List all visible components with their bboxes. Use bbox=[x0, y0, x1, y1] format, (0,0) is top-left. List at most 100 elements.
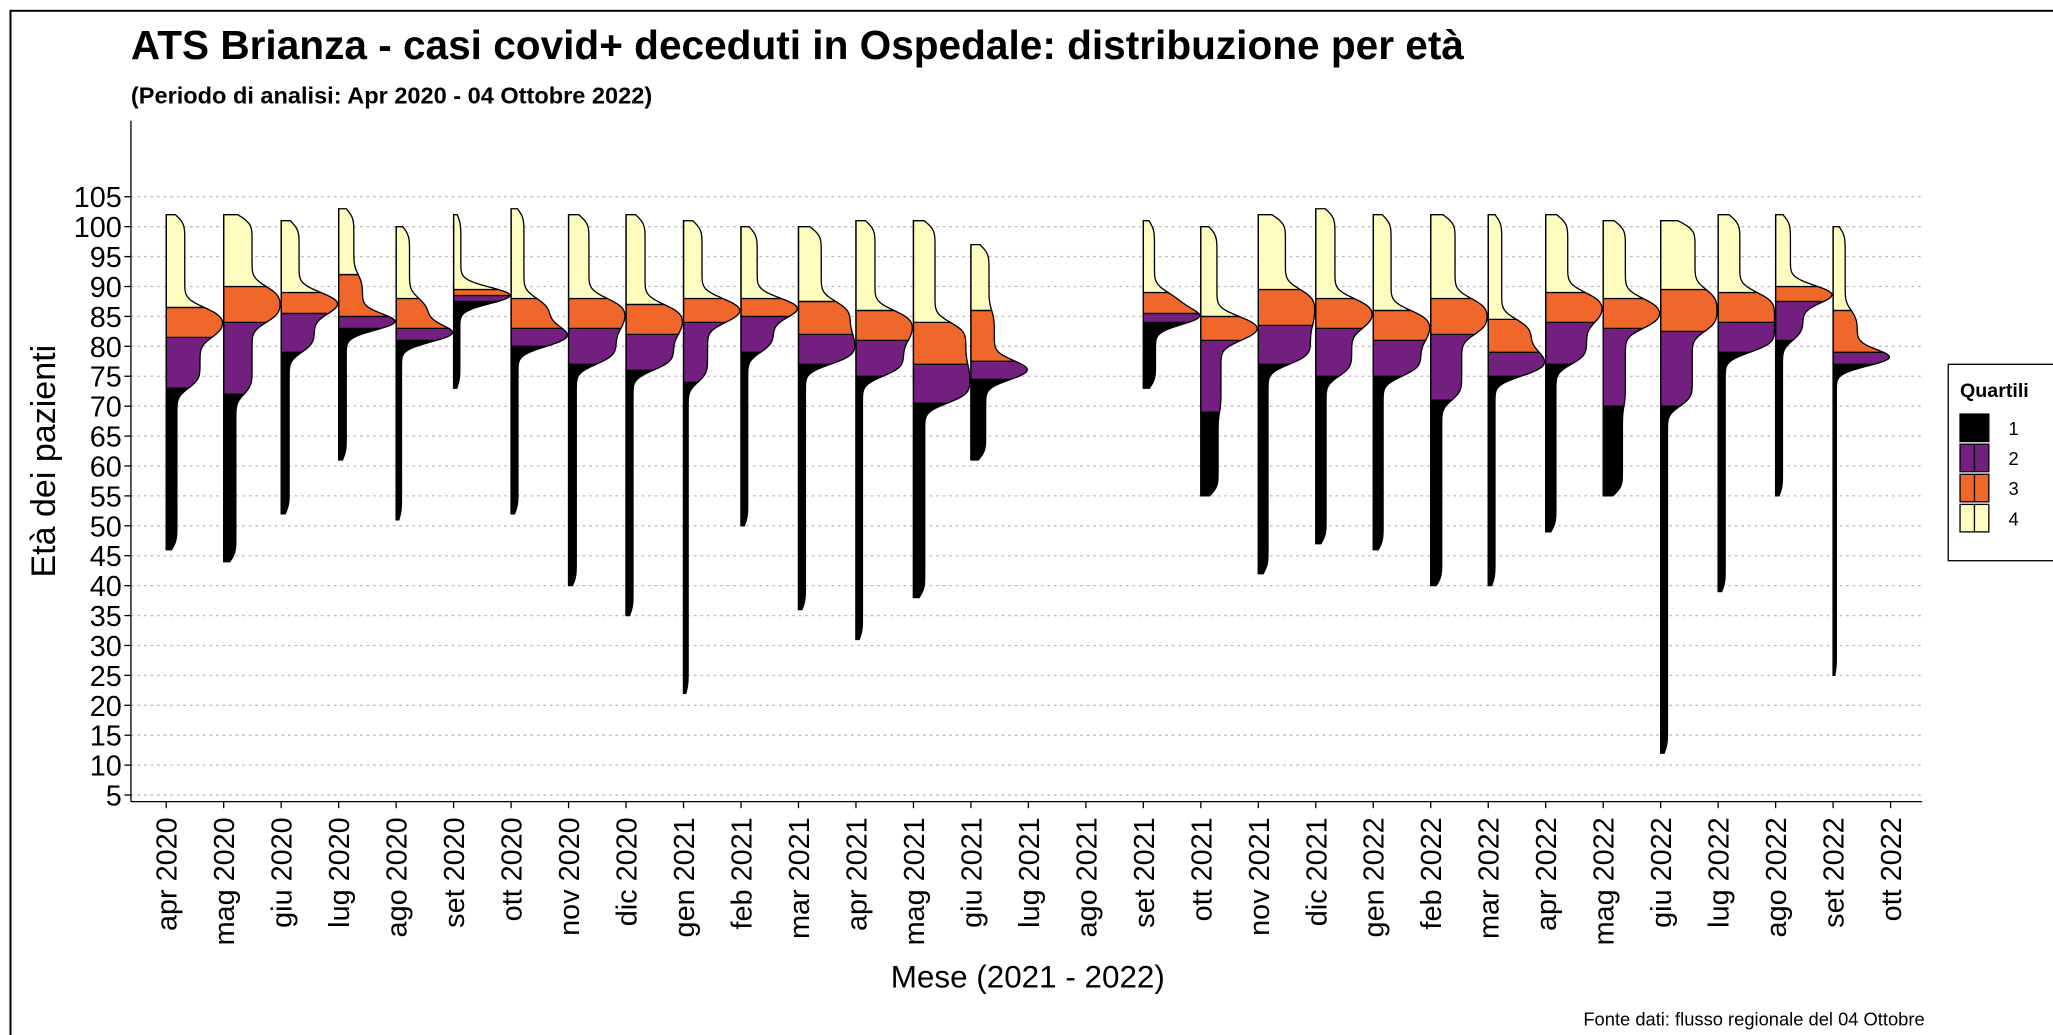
chart-title: ATS Brianza - casi covid+ deceduti in Os… bbox=[131, 22, 1464, 68]
x-tick-label: apr 2021 bbox=[841, 817, 873, 931]
x-tick-label: ott 2020 bbox=[497, 817, 529, 921]
x-tick-label: mar 2022 bbox=[1474, 817, 1506, 939]
quartile-area bbox=[567, 214, 608, 300]
quartile-area bbox=[567, 297, 626, 330]
quartile-area bbox=[1717, 214, 1758, 294]
x-tick-label: dic 2020 bbox=[612, 817, 644, 926]
x-tick-label: apr 2020 bbox=[152, 817, 184, 931]
quartile-area bbox=[682, 321, 726, 383]
quartile-area bbox=[1832, 351, 1891, 365]
quartile-area bbox=[625, 303, 684, 336]
legend-label: 4 bbox=[2008, 508, 2018, 529]
quartile-area bbox=[970, 309, 1016, 362]
quartile-area bbox=[567, 363, 597, 587]
quartile-area bbox=[1430, 399, 1454, 587]
quartile-area bbox=[797, 333, 856, 365]
quartile-area bbox=[567, 327, 622, 365]
quartile-area bbox=[797, 226, 838, 303]
quartile-area bbox=[1774, 214, 1818, 288]
quartile-area bbox=[1200, 315, 1258, 342]
quartile-area bbox=[1832, 226, 1853, 312]
x-tick-label: lug 2020 bbox=[324, 817, 356, 928]
quartile-area bbox=[1717, 291, 1776, 324]
quartile-area bbox=[510, 208, 539, 300]
quartile-area bbox=[625, 369, 654, 617]
quartile-area bbox=[337, 315, 396, 330]
quartile-area bbox=[223, 393, 246, 563]
x-tick-label: lug 2022 bbox=[1704, 817, 1736, 928]
quartile-area bbox=[223, 285, 281, 324]
x-tick-label: mag 2022 bbox=[1589, 817, 1621, 945]
quartile-area bbox=[625, 333, 680, 371]
legend-label: 1 bbox=[2008, 418, 2018, 439]
quartile-area bbox=[1717, 321, 1776, 353]
quartile-area bbox=[337, 327, 382, 461]
x-tick-label: set 2021 bbox=[1129, 817, 1161, 927]
x-tick-label: nov 2021 bbox=[1244, 817, 1276, 936]
quartile-area bbox=[1257, 214, 1303, 291]
quartile-area bbox=[395, 327, 454, 342]
x-tick-label: ago 2022 bbox=[1761, 817, 1793, 937]
quartile-area bbox=[912, 363, 971, 404]
quartile-area bbox=[395, 226, 421, 300]
quartile-area bbox=[1717, 351, 1751, 593]
quartile-area bbox=[1372, 339, 1427, 377]
legend-label: 2 bbox=[2008, 448, 2018, 469]
x-tick-label: giu 2022 bbox=[1646, 817, 1678, 928]
quartile-area bbox=[452, 300, 499, 389]
x-tick-label: giu 2020 bbox=[267, 817, 299, 928]
quartile-area bbox=[625, 214, 665, 306]
quartile-area bbox=[855, 375, 884, 641]
y-tick-label: 40 bbox=[90, 571, 122, 603]
quartile-area bbox=[452, 288, 512, 297]
quartile-area bbox=[165, 306, 224, 339]
y-tick-label: 30 bbox=[90, 631, 122, 663]
x-axis-label: Mese (2021 - 2022) bbox=[891, 960, 1165, 995]
quartile-area bbox=[510, 345, 547, 515]
quartile-area bbox=[280, 291, 339, 315]
quartile-area bbox=[1372, 375, 1403, 551]
quartile-area bbox=[165, 214, 205, 309]
y-tick-label: 25 bbox=[90, 661, 122, 693]
quartile-area bbox=[797, 363, 831, 611]
quartile-area bbox=[912, 402, 948, 599]
quartile-area bbox=[1774, 300, 1825, 342]
quartile-area bbox=[1487, 375, 1522, 587]
quartile-area bbox=[280, 312, 331, 353]
quartile-area bbox=[510, 297, 565, 330]
x-tick-label: ago 2020 bbox=[382, 817, 414, 937]
y-tick-label: 45 bbox=[90, 541, 122, 573]
y-tick-label: 65 bbox=[90, 422, 122, 454]
quartile-area bbox=[1372, 309, 1431, 342]
x-tick-label: gen 2022 bbox=[1359, 817, 1391, 937]
x-tick-label: nov 2020 bbox=[554, 817, 586, 936]
quartile-area bbox=[223, 321, 269, 395]
quartile-area bbox=[1257, 288, 1316, 327]
quartile-area bbox=[740, 226, 782, 300]
quartile-area bbox=[912, 220, 953, 324]
x-tick-label: ott 2021 bbox=[1186, 817, 1218, 921]
quartile-area bbox=[682, 381, 700, 694]
y-tick-label: 105 bbox=[74, 182, 122, 214]
quartile-area bbox=[1660, 330, 1707, 407]
quartile-area bbox=[1200, 339, 1242, 413]
x-tick-label: mag 2020 bbox=[209, 817, 241, 945]
y-tick-label: 90 bbox=[90, 272, 122, 304]
quartile-area bbox=[1257, 363, 1290, 575]
quartile-area bbox=[395, 339, 437, 521]
quartile-area bbox=[970, 378, 1012, 461]
quartile-area bbox=[912, 321, 969, 365]
x-tick-label: set 2022 bbox=[1819, 817, 1851, 927]
quartile-area bbox=[1142, 321, 1189, 389]
quartile-area bbox=[740, 315, 792, 353]
quartile-area bbox=[165, 336, 214, 389]
quartile-area bbox=[1142, 220, 1171, 294]
quartile-area bbox=[970, 243, 993, 312]
quartile-area bbox=[1200, 411, 1221, 497]
quartile-area bbox=[1545, 363, 1574, 533]
quartile-area bbox=[1602, 327, 1644, 407]
y-tick-label: 95 bbox=[90, 242, 122, 274]
x-tick-label: gen 2021 bbox=[669, 817, 701, 937]
y-tick-label: 85 bbox=[90, 302, 122, 334]
